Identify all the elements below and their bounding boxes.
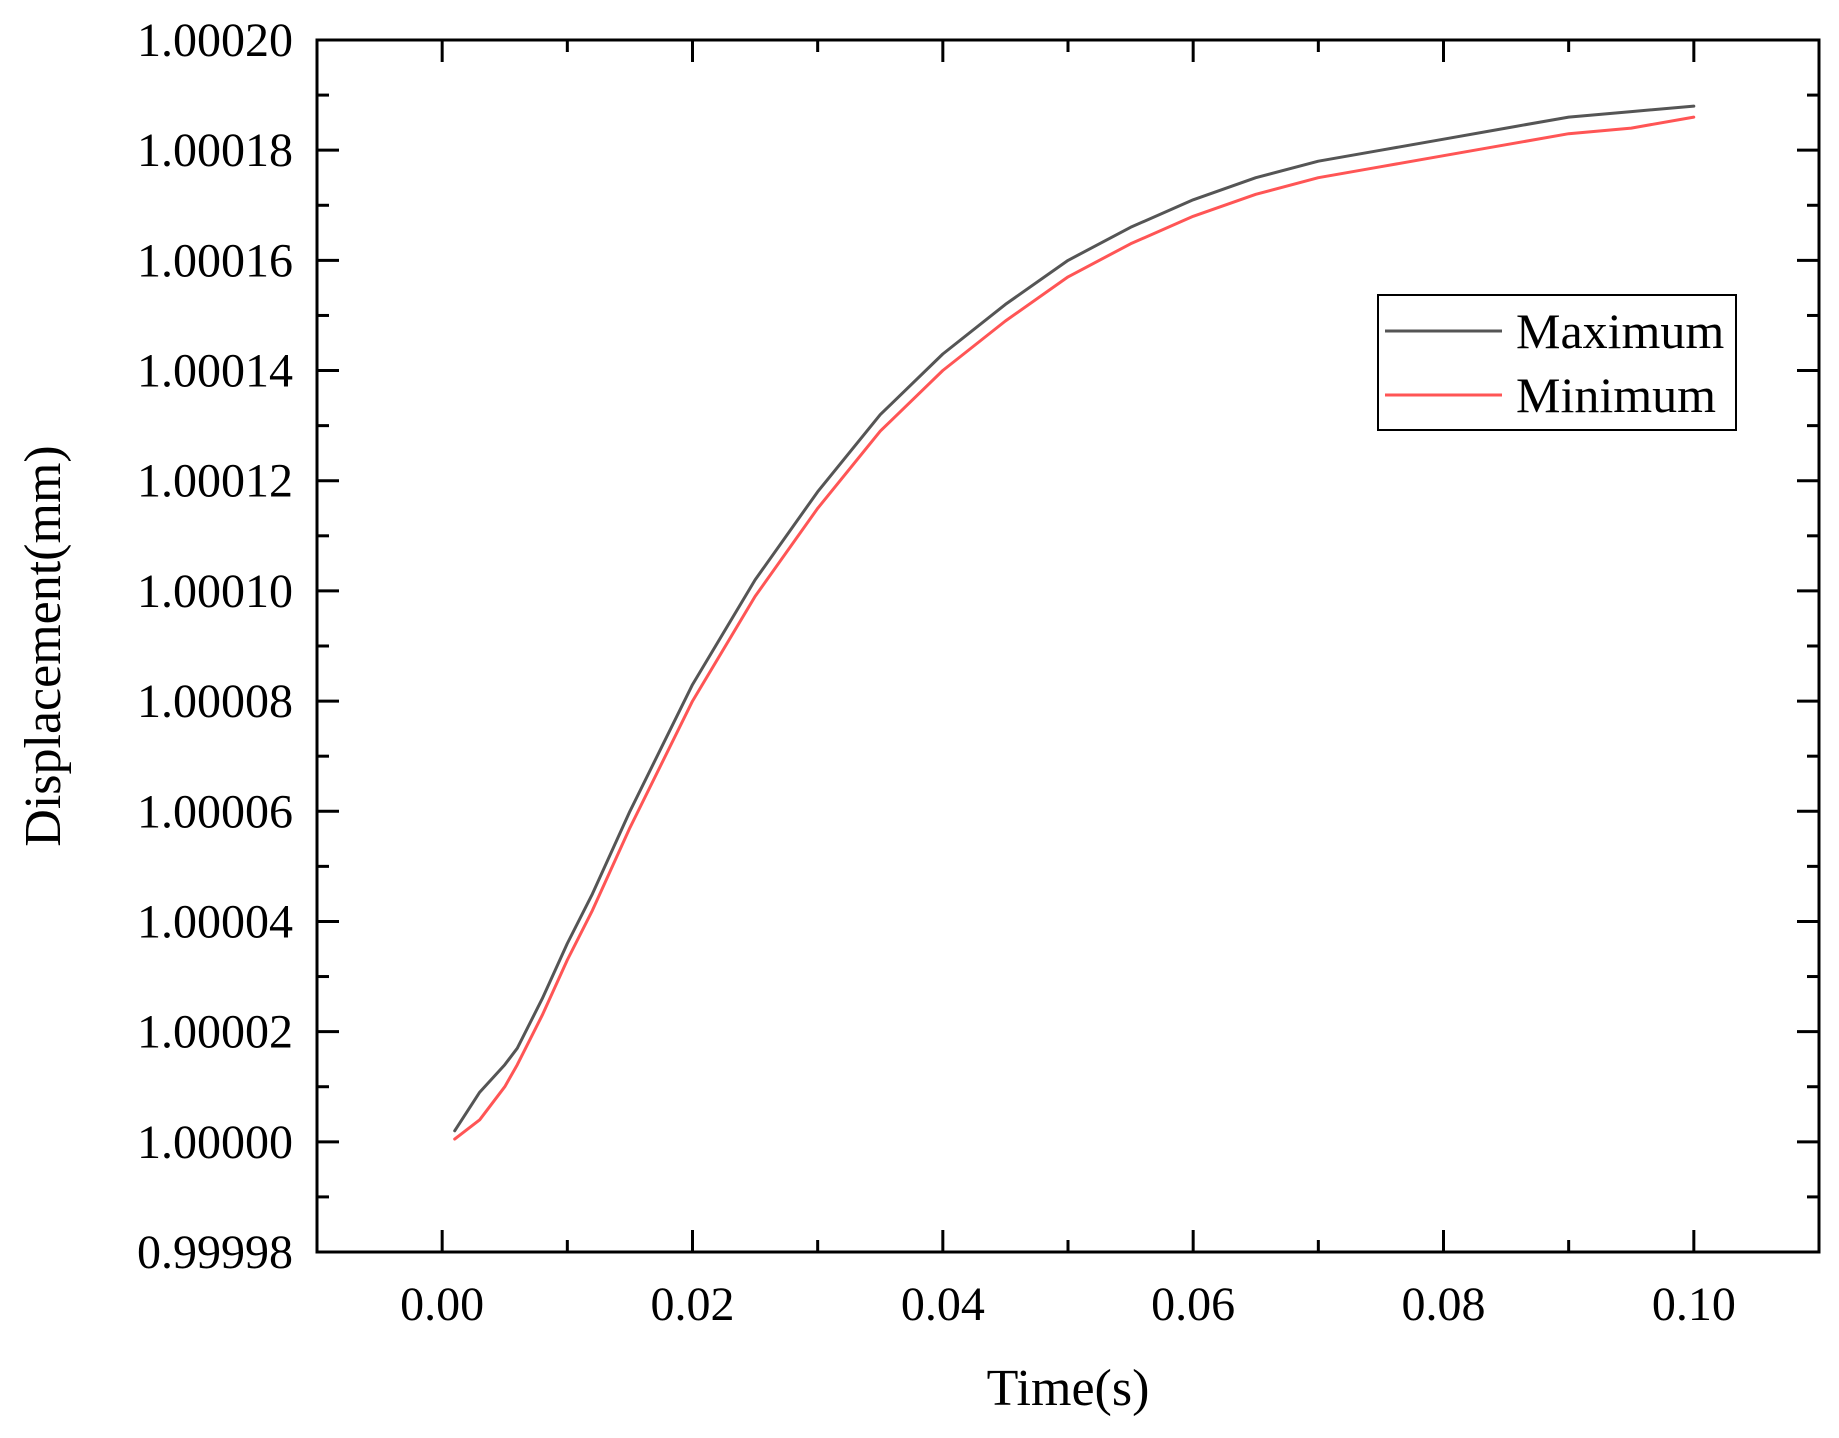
series-line-maximum	[453, 104, 1696, 1133]
x-axis-ticks	[440, 40, 1696, 1252]
x-tick-label: 0.08	[1402, 1278, 1486, 1331]
y-tick-label: 1.00008	[137, 675, 293, 728]
legend-box	[1377, 294, 1737, 431]
y-tick-label: 1.00016	[137, 234, 293, 287]
y-tick-label: 1.00002	[137, 1006, 293, 1059]
x-tick-label: 0.10	[1652, 1278, 1736, 1331]
x-axis-title: Time(s)	[987, 1360, 1150, 1417]
series-layer	[453, 104, 1696, 1141]
x-tick-label: 0.00	[400, 1278, 484, 1331]
y-axis-title: Displacement(mm)	[15, 445, 72, 846]
y-tick-label: 1.00000	[137, 1116, 293, 1169]
x-tick-label: 0.06	[1151, 1278, 1235, 1331]
y-tick-label: 1.00006	[137, 785, 293, 838]
x-tick-label: 0.02	[651, 1278, 735, 1331]
legend: Maximum Minimum	[1377, 294, 1737, 431]
legend-label-minimum: Minimum	[1516, 367, 1716, 423]
y-tick-label: 1.00014	[137, 345, 293, 398]
x-axis-tick-labels: 0.00 0.02 0.04 0.06 0.08 0.10	[400, 1278, 1736, 1331]
y-axis-tick-labels: 0.99998 1.00000 1.00002 1.00004 1.00006 1.000…	[137, 14, 293, 1279]
legend-label-maximum: Maximum	[1516, 303, 1724, 359]
y-tick-label: 1.00010	[137, 565, 293, 618]
y-tick-label: 1.00004	[137, 895, 293, 948]
plot-frame	[315, 38, 1821, 1254]
y-tick-label: 1.00020	[137, 14, 293, 67]
series-line-minimum	[453, 115, 1696, 1141]
y-tick-label: 1.00018	[137, 124, 293, 177]
plot-area	[317, 40, 1819, 1252]
x-tick-label: 0.04	[901, 1278, 985, 1331]
y-tick-label: 1.00012	[137, 455, 293, 508]
y-tick-label: 0.99998	[137, 1226, 293, 1279]
